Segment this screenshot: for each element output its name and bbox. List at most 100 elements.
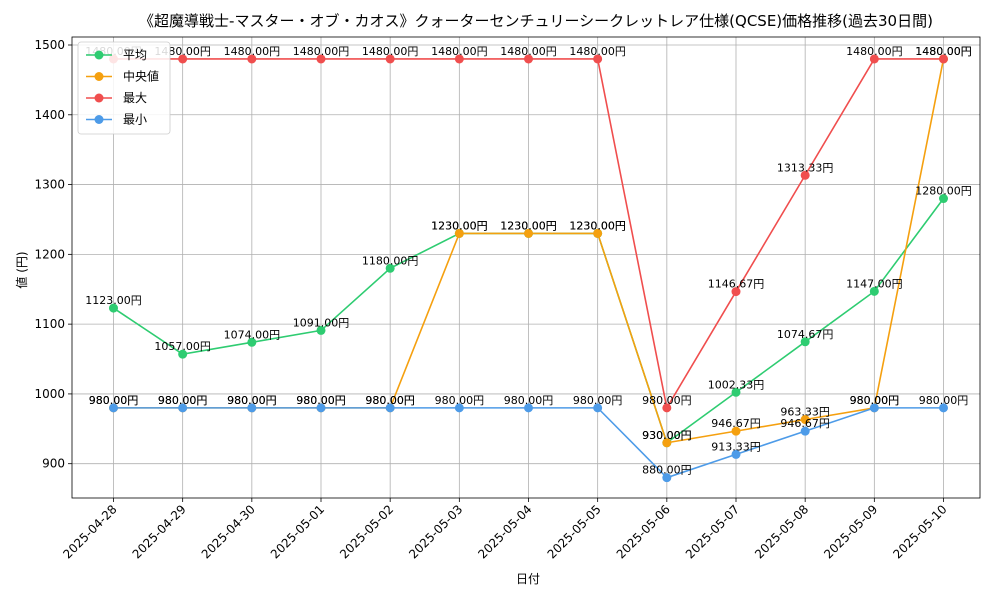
data-label: 1074.00円 [224,328,281,341]
legend-marker [94,93,104,103]
data-label: 980.00円 [435,394,485,407]
data-label: 1480.00円 [500,45,557,58]
data-point [800,170,810,180]
data-point [731,287,741,297]
data-label: 1057.00円 [154,340,211,353]
data-point [178,54,188,64]
data-label: 980.00円 [919,394,969,407]
data-label: 980.00円 [850,394,900,407]
data-point [800,426,810,436]
data-label: 946.67円 [780,417,830,430]
x-tick-label: 2025-05-01 [268,502,327,561]
y-axis-ticks: 900 1000 1100 1200 1300 1400 1500 [34,38,72,471]
data-label: 930.00円 [642,429,692,442]
data-label: 1480.00円 [915,45,972,58]
y-tick-label: 1300 [34,178,65,192]
grid [72,37,980,498]
data-label: 1313.33円 [777,161,834,174]
data-point [178,403,188,413]
data-label: 1146.67円 [708,278,765,291]
data-label: 1480.00円 [362,45,419,58]
series-group [109,54,948,483]
data-point [247,337,257,347]
data-point [869,54,879,64]
legend-box [77,41,171,135]
y-tick-label: 1100 [34,317,65,331]
x-tick-label: 2025-04-28 [60,502,119,561]
data-point [385,263,395,273]
data-label: 1480.00円 [569,45,626,58]
data-label: 1091.00円 [293,316,350,329]
x-axis-label: 日付 [516,572,540,586]
data-label: 980.00円 [573,394,623,407]
chart-title: 《超魔導戦士-マスター・オブ・カオス》クォーターセンチュリーシークレットレア仕様… [139,12,933,30]
data-point [316,403,326,413]
data-label: 1480.00円 [293,45,350,58]
data-label: 980.00円 [296,394,346,407]
x-tick-label: 2025-05-02 [337,502,396,561]
data-point [524,54,533,64]
data-point [454,228,464,238]
data-label: 1230.00円 [431,219,488,232]
data-point [662,473,672,483]
data-point [178,349,188,359]
x-tick-label: 2025-05-04 [475,502,534,561]
x-tick-label: 2025-05-05 [545,502,604,561]
data-point [731,449,741,459]
x-tick-label: 2025-05-03 [406,502,465,561]
data-point [800,415,810,425]
data-label: 1280.00円 [915,185,972,198]
data-label: 1074.67円 [777,328,834,341]
y-tick-label: 1200 [34,247,65,261]
data-label: 980.00円 [296,394,346,407]
data-label: 1480.00円 [915,45,972,58]
legend-marker [94,115,104,124]
y-axis-label: 値 (円) [14,251,29,288]
data-label: 980.00円 [158,394,208,407]
x-tick-label: 2025-05-10 [890,502,949,561]
data-label: 930.00円 [642,429,692,442]
data-label: 1230.00円 [500,219,557,232]
axes [71,36,981,499]
data-label: 980.00円 [365,394,415,407]
x-axis-ticks: 2025-04-28 2025-04-29 2025-04-30 2025-05-01… [60,498,950,561]
data-point [731,387,741,397]
x-tick-label: 2025-05-06 [614,502,673,561]
data-label: 913.33円 [711,440,761,453]
data-label: 1230.00円 [569,219,626,232]
data-point [662,438,672,448]
data-label: 980.00円 [158,394,208,407]
legend-label: 平均 [123,48,147,62]
x-tick-label: 2025-05-08 [752,502,811,561]
data-point [939,403,948,413]
data-label: 980.00円 [227,394,277,407]
legend-label: 最大 [123,91,147,105]
data-labels: 1123.00円 1057.00円 1074.00円 1091.00円 1180.00円… [85,45,972,477]
data-label: 963.33円 [780,406,830,419]
data-label: 980.00円 [504,394,554,407]
data-point [247,403,257,413]
x-tick-label: 2025-05-07 [683,502,742,561]
data-point [593,403,603,413]
data-label: 980.00円 [642,394,692,407]
data-point [939,54,948,64]
data-label: 980.00円 [365,394,415,407]
x-tick-label: 2025-04-29 [130,502,189,561]
data-label: 1230.00円 [431,219,488,232]
data-label: 980.00円 [227,394,277,407]
data-point [524,403,533,413]
data-point [385,403,395,413]
legend-marker [94,72,104,81]
data-label: 1230.00円 [500,219,557,232]
legend-label: 中央値 [123,69,159,84]
data-point [524,228,533,238]
data-point [109,403,118,413]
y-tick-label: 1000 [34,387,65,401]
data-point [316,325,326,335]
data-point [109,303,118,313]
data-point [454,403,464,413]
data-label: 1123.00円 [85,294,142,307]
legend-label: 最小 [123,113,147,127]
